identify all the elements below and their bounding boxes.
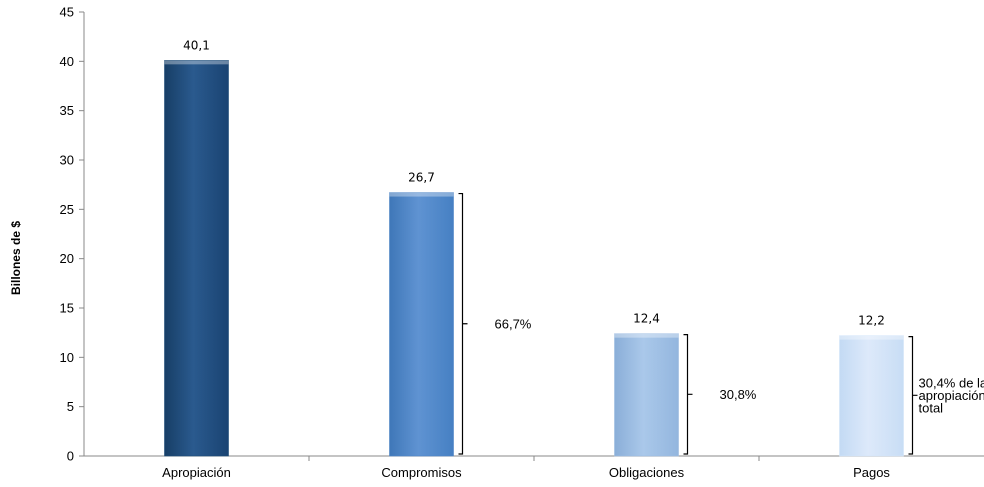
annotation-label: 30,8% (720, 387, 757, 402)
x-tick-label: Compromisos (381, 465, 462, 480)
annotation-line: 66,7% (495, 316, 532, 331)
y-tick-label: 20 (60, 251, 74, 266)
y-tick-label: 40 (60, 54, 74, 69)
y-tick-label: 10 (60, 350, 74, 365)
x-tick-label: Pagos (853, 465, 890, 480)
bracket (908, 336, 918, 455)
y-axis-title: Billones de $ (9, 221, 23, 295)
bar-apropiación (164, 60, 229, 457)
y-tick-label: 30 (60, 153, 74, 168)
y-tick-label: 35 (60, 103, 74, 118)
y-tick-label: 15 (60, 301, 74, 316)
bar-pagos (839, 335, 904, 457)
annotation-line: total (919, 400, 944, 415)
bar-top-highlight (614, 333, 679, 338)
y-tick-label: 45 (60, 5, 74, 20)
bar-compromisos (389, 192, 454, 457)
annotation-line: apropiación (919, 388, 984, 403)
y-tick-label: 25 (60, 202, 74, 217)
y-tick-label: 0 (67, 449, 74, 464)
bracket (683, 334, 693, 455)
annotation-line: 30,4% de la (919, 375, 984, 390)
data-label: 26,7 (408, 171, 435, 185)
bar-top-highlight (389, 192, 454, 197)
bar-obligaciones (614, 333, 679, 457)
x-tick-label: Obligaciones (609, 465, 685, 480)
data-label: 12,4 (633, 312, 660, 326)
data-label: 40,1 (183, 38, 210, 52)
y-tick-label: 5 (67, 399, 74, 414)
annotation-label: 30,4% de la apropiación total (919, 375, 984, 415)
data-label: 12,2 (858, 314, 885, 328)
annotation-label: 66,7% (495, 316, 532, 331)
x-tick-label: Apropiación (162, 465, 231, 480)
bracket (458, 192, 468, 455)
bar-top-highlight (839, 335, 904, 340)
annotation-line: 30,8% (720, 387, 757, 402)
bar-top-highlight (164, 60, 229, 65)
